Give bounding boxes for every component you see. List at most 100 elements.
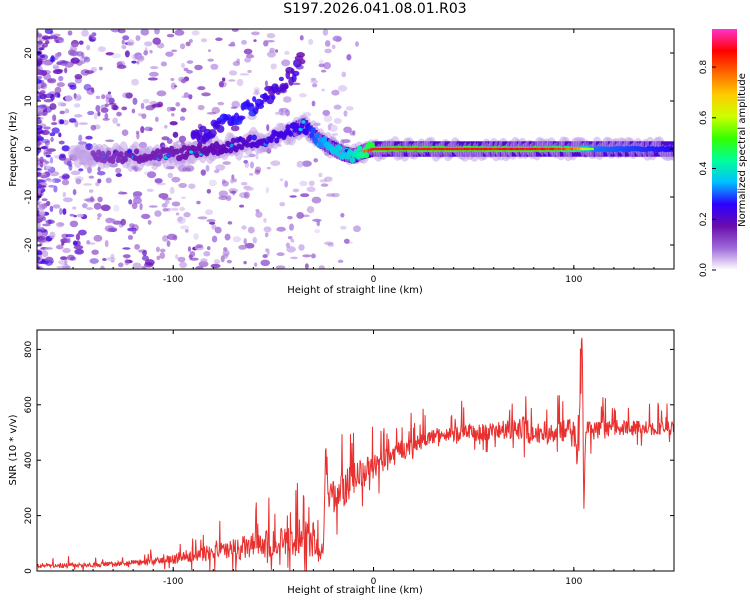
spectrogram-noise-blob: [171, 201, 181, 207]
spectrogram-noise-blob: [181, 62, 186, 69]
spectrogram-ridge: [230, 137, 236, 144]
spectrogram-noise-blob: [270, 160, 281, 166]
spectrogram-noise-blob: [162, 235, 169, 242]
spectrogram-noise-blob: [266, 51, 276, 58]
spectrogram-noise-blob: [87, 110, 95, 116]
spectrogram-noise-blob: [286, 246, 296, 253]
spectrogram-ridge-core: [549, 147, 551, 151]
spectrogram-noise-blob: [74, 248, 84, 255]
spectrogram-noise-blob: [161, 203, 168, 208]
spectrogram-noise-blob: [227, 221, 233, 225]
spectrogram-noise-blob: [49, 171, 60, 177]
spectrogram-noise-blob: [112, 117, 119, 124]
spectrogram-noise-blob: [37, 256, 41, 261]
spectrogram-ridge-core: [514, 147, 516, 151]
spectrogram-noise-blob: [312, 83, 318, 88]
spectrogram-noise-blob: [149, 71, 159, 77]
spectrogram-noise-blob: [44, 140, 50, 146]
spectrogram-noise-blob: [131, 60, 137, 64]
spectrogram-noise-blob: [287, 215, 293, 220]
spectrogram-noise-blob: [87, 242, 96, 245]
spectrogram-noise-blob: [337, 259, 344, 263]
spectrogram-noise-blob: [72, 206, 77, 210]
spectrogram-y-tick-label: -20: [24, 237, 34, 252]
spectrogram-noise-blob: [148, 205, 158, 208]
spectrogram-noise-blob: [62, 60, 70, 64]
spectrogram-noise-blob: [224, 233, 231, 241]
spectrogram-noise-blob: [346, 54, 352, 61]
spectrogram-noise-blob: [205, 164, 210, 172]
spectrogram-noise-blob: [43, 61, 53, 66]
spectrogram-noise-blob: [37, 78, 42, 85]
spectrogram-ridge-core: [388, 147, 390, 151]
spectrogram-ridge-core: [377, 147, 379, 151]
spectrogram-noise-blob: [57, 39, 65, 43]
spectrogram-ridge-core: [427, 147, 430, 151]
spectrogram-noise-blob: [162, 208, 169, 212]
colorbar-tick-label: 0.0: [699, 263, 709, 278]
spectrogram-ridge: [122, 156, 128, 163]
spectrogram-ridge-core: [579, 147, 581, 151]
spectrogram-noise-blob: [263, 40, 269, 47]
spectrogram-noise-blob: [81, 29, 89, 37]
spectrogram-noise-blob: [265, 248, 269, 252]
spectrogram-ridge-core: [557, 147, 560, 151]
spectrogram-noise-blob: [140, 29, 150, 36]
spectrogram-noise-blob: [331, 89, 340, 96]
spectrogram-noise-blob: [55, 53, 61, 58]
spectrogram-noise-blob: [177, 216, 183, 222]
spectrogram-noise-blob: [37, 188, 41, 196]
snr-x-tick-label: 100: [565, 577, 582, 587]
spectrogram-noise-blob: [284, 180, 289, 188]
spectrogram-noise-blob: [49, 132, 56, 137]
spectrogram-noise-blob: [195, 265, 204, 269]
spectrogram-noise-blob: [37, 179, 46, 183]
spectrogram-noise-blob: [266, 166, 271, 170]
spectrogram-ridge-core: [480, 147, 483, 151]
spectrogram-noise-blob: [37, 197, 40, 202]
spectrogram-ridge-core: [558, 147, 561, 151]
spectrogram-noise-blob: [170, 82, 177, 90]
spectrogram-noise-blob: [323, 61, 331, 70]
spectrogram-upper-ridge: [216, 125, 225, 133]
colorbar-tick-label: 0.2: [699, 212, 709, 226]
spectrogram-noise-blob: [44, 247, 53, 250]
spectrogram-ridge-core: [362, 150, 365, 153]
spectrogram-noise-blob: [101, 94, 106, 100]
colorbar-tick-label: 0.6: [699, 110, 709, 125]
spectrogram-ridge-core: [447, 147, 449, 151]
spectrogram-x-tick-label: 0: [371, 275, 377, 285]
spectrogram-noise-blob: [313, 158, 319, 163]
spectrogram-noise-blob: [66, 237, 71, 244]
spectrogram-noise-blob: [230, 125, 240, 132]
spectrogram-noise-blob: [205, 209, 214, 216]
spectrogram-ridge-core: [443, 147, 445, 151]
spectrogram-noise-blob: [232, 190, 236, 196]
spectrogram-noise-blob: [44, 29, 53, 35]
spectrogram-noise-blob: [343, 126, 352, 134]
spectrogram-noise-blob: [183, 67, 189, 72]
spectrogram-upper-ridge: [260, 99, 265, 105]
snr-y-tick-label: 200: [24, 507, 34, 524]
spectrogram-noise-blob: [211, 106, 221, 114]
spectrogram-noise-blob: [74, 74, 83, 80]
spectrogram-noise-blob: [52, 204, 61, 209]
spectrogram-noise-blob: [174, 29, 185, 36]
spectrogram-ridge: [247, 134, 253, 141]
spectrogram-ridge: [337, 145, 343, 152]
spectrogram-noise-blob: [285, 242, 291, 248]
spectrogram-noise-blob: [116, 123, 121, 127]
spectrogram-ridge-core: [412, 147, 414, 151]
spectrogram-noise-blob: [266, 124, 270, 132]
spectrogram-noise-blob: [37, 58, 45, 66]
spectrogram-noise-blob: [37, 111, 43, 117]
spectrogram-noise-blob: [140, 126, 145, 134]
spectrogram-noise-blob: [83, 198, 93, 202]
spectrogram-ridge-core: [394, 147, 396, 151]
spectrogram-noise-blob: [65, 94, 73, 102]
spectrogram-noise-blob: [37, 124, 41, 129]
spectrogram-noise-blob: [78, 40, 84, 45]
spectrogram-ridge-core: [370, 148, 372, 151]
spectrogram-ridge-core: [538, 147, 540, 151]
spectrogram-ridge-core: [414, 147, 416, 151]
